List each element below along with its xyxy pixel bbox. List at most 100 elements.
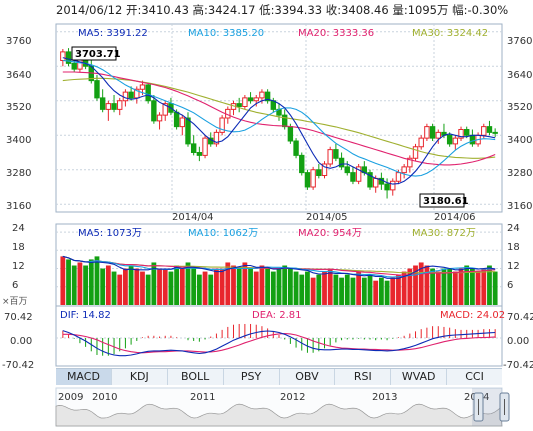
- tab-boll[interactable]: BOLL: [167, 369, 224, 385]
- candle-body: [395, 172, 402, 182]
- volume-bar: [105, 265, 111, 305]
- volume-bar: [424, 265, 430, 305]
- candle-body: [355, 166, 362, 182]
- volume-bar: [327, 268, 333, 305]
- volume-bar: [270, 271, 276, 305]
- volume-bar: [111, 271, 117, 305]
- low-annotation: 3180.61: [423, 196, 469, 207]
- ma10-line: [62, 59, 496, 177]
- x-tick-label: 2014/04: [172, 212, 214, 223]
- volume-bar: [196, 274, 202, 305]
- ma5-legend: MA5: 3391.22: [78, 28, 148, 39]
- volume-bar: [71, 265, 77, 305]
- candle-body: [264, 91, 271, 102]
- volume-bar: [390, 277, 396, 305]
- kline-y-tick-left: 3400: [6, 135, 31, 146]
- candle-body: [179, 117, 185, 128]
- volume-bar: [83, 265, 88, 305]
- volume-bar: [396, 274, 401, 305]
- volume-bar: [492, 271, 498, 305]
- volume-bar: [430, 268, 435, 305]
- ma20-legend: MA20: 3333.36: [298, 28, 374, 39]
- candle-body: [481, 126, 487, 136]
- volume-bar: [441, 268, 447, 305]
- candle-body: [304, 172, 311, 188]
- volume-bar: [378, 277, 384, 305]
- vol-unit-label: ×百万: [2, 296, 28, 307]
- kline-panel-frame: [55, 23, 503, 213]
- candle-body: [65, 51, 72, 64]
- volume-bar: [350, 277, 356, 305]
- kline-y-tick-left: 3640: [6, 70, 31, 81]
- vol-y-tick: 12: [12, 261, 25, 272]
- close-value: 3408.46: [341, 3, 389, 17]
- timeline-year: 2010: [92, 392, 117, 403]
- tab-psy[interactable]: PSY: [223, 369, 280, 385]
- volume-bar: [475, 271, 481, 305]
- vol-ma5-legend: MA5: 1073万: [78, 228, 142, 239]
- macd-legend: MACD: 24.02: [440, 310, 505, 321]
- vol-y-tick-right: 6: [507, 280, 513, 291]
- tab-wvad[interactable]: WVAD: [391, 369, 448, 385]
- candle-body: [219, 117, 225, 133]
- ma5-line: [62, 57, 496, 185]
- vol-y-tick: 24: [12, 223, 25, 234]
- low-value: 3394.33: [274, 3, 323, 17]
- dea-line: [62, 333, 496, 354]
- volume-label: 量:: [392, 3, 408, 17]
- candle-body: [429, 126, 436, 139]
- kline-y-tick-right: 3160: [507, 201, 532, 212]
- timeline-overview-line: [55, 403, 503, 427]
- open-value: 3410.43: [141, 3, 189, 17]
- volume-bar: [100, 268, 106, 305]
- volume-bar: [447, 268, 453, 305]
- macd-y-tick: 0.00: [10, 336, 32, 347]
- vol-ma5-line: [62, 255, 496, 279]
- volume-bar: [413, 265, 418, 305]
- volume-bar: [265, 268, 271, 305]
- high-annotation: 3703.71: [75, 49, 121, 60]
- candle-body: [367, 172, 373, 188]
- candle-body: [196, 152, 203, 156]
- tab-rsi[interactable]: RSI: [335, 369, 392, 385]
- volume-bar: [470, 268, 475, 305]
- low-label: 低:: [259, 3, 275, 17]
- volume-bar: [452, 271, 458, 305]
- tab-macd[interactable]: MACD: [56, 369, 112, 385]
- candle-body: [242, 97, 248, 107]
- volume-bar: [487, 265, 492, 305]
- candle-body: [293, 140, 299, 156]
- volume-bar: [310, 277, 316, 305]
- candle-body: [446, 134, 453, 145]
- volume-bar: [305, 271, 310, 305]
- high-value: 3424.17: [207, 3, 256, 17]
- volume-bar: [214, 268, 219, 305]
- candle-body: [134, 88, 140, 99]
- tab-kdj[interactable]: KDJ: [111, 369, 168, 385]
- volume-bar: [185, 262, 191, 305]
- volume-bar: [435, 271, 441, 305]
- kline-y-tick-left: 3280: [6, 168, 31, 179]
- volume-bar: [60, 256, 66, 305]
- volume-bar: [242, 262, 248, 305]
- volume-bar: [140, 271, 145, 305]
- volume-bar: [276, 268, 282, 305]
- kline-y-tick-right: 3640: [507, 70, 532, 81]
- volume-bar: [219, 268, 225, 305]
- volume-bar: [344, 274, 350, 305]
- volume-bar: [168, 271, 174, 305]
- candle-body: [202, 137, 208, 156]
- tab-obv[interactable]: OBV: [279, 369, 336, 385]
- volume-bar: [361, 277, 367, 305]
- candle-body: [173, 111, 180, 128]
- ma20-line: [62, 71, 496, 166]
- ma10-legend: MA10: 3385.20: [188, 28, 264, 39]
- candle-body: [327, 149, 333, 165]
- candle-body: [338, 157, 345, 168]
- candle-body: [350, 172, 356, 182]
- volume-bar: [282, 265, 288, 305]
- candle-body: [333, 149, 339, 159]
- dif-line: [62, 330, 496, 357]
- vol-y-tick: 6: [12, 280, 18, 291]
- tab-cci[interactable]: CCI: [447, 369, 502, 385]
